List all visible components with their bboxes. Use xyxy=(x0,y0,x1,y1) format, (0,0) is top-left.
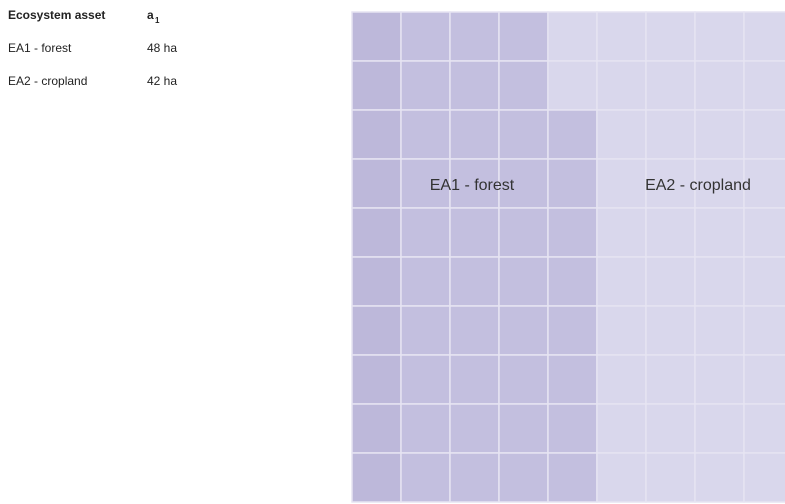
cropland-cell xyxy=(645,403,696,454)
land-grid xyxy=(351,11,785,503)
cropland-cell xyxy=(743,109,785,160)
grid-label: EA1 - forest xyxy=(430,177,515,194)
forest-cell xyxy=(547,305,598,356)
forest-cell xyxy=(351,354,402,405)
cropland-cell xyxy=(743,158,785,209)
forest-cell xyxy=(400,207,451,258)
cropland-cell xyxy=(743,11,785,62)
forest-cell xyxy=(498,452,549,503)
table-cell: 42 ha xyxy=(147,74,177,88)
forest-cell xyxy=(449,403,500,454)
forest-cell xyxy=(449,109,500,160)
cropland-cell xyxy=(694,403,745,454)
forest-cell xyxy=(498,354,549,405)
table-cell: 48 ha xyxy=(147,41,177,55)
table-header-subscript: 1 xyxy=(155,16,160,25)
forest-cell xyxy=(351,11,402,62)
cropland-cell xyxy=(743,207,785,258)
cropland-cell xyxy=(645,207,696,258)
forest-cell xyxy=(498,11,549,62)
forest-cell xyxy=(449,452,500,503)
cropland-cell xyxy=(645,452,696,503)
forest-cell xyxy=(449,305,500,356)
forest-cell xyxy=(351,452,402,503)
cropland-cell xyxy=(694,354,745,405)
cropland-cell xyxy=(596,305,647,356)
cropland-cell xyxy=(645,60,696,111)
cropland-cell xyxy=(596,256,647,307)
forest-cell xyxy=(449,354,500,405)
cropland-cell xyxy=(743,60,785,111)
forest-cell xyxy=(547,452,598,503)
cropland-cell xyxy=(596,158,647,209)
forest-cell xyxy=(400,60,451,111)
forest-cell xyxy=(400,109,451,160)
cropland-cell xyxy=(596,452,647,503)
cropland-cell xyxy=(645,256,696,307)
forest-cell xyxy=(400,256,451,307)
cropland-cell xyxy=(694,60,745,111)
forest-cell xyxy=(449,207,500,258)
forest-cell xyxy=(449,256,500,307)
cropland-cell xyxy=(743,256,785,307)
cropland-cell xyxy=(694,256,745,307)
forest-cell xyxy=(351,207,402,258)
table-cell: EA1 - forest xyxy=(8,41,72,55)
cropland-cell xyxy=(596,11,647,62)
forest-cell xyxy=(400,452,451,503)
forest-cell xyxy=(498,60,549,111)
cropland-cell xyxy=(596,403,647,454)
forest-cell xyxy=(449,11,500,62)
forest-cell xyxy=(351,109,402,160)
cropland-cell xyxy=(596,109,647,160)
forest-cell xyxy=(498,305,549,356)
forest-cell xyxy=(449,60,500,111)
forest-cell xyxy=(498,207,549,258)
forest-cell xyxy=(547,158,598,209)
cropland-cell xyxy=(694,11,745,62)
cropland-cell xyxy=(743,403,785,454)
forest-cell xyxy=(400,305,451,356)
table-header: Ecosystem asset xyxy=(8,8,105,22)
forest-cell xyxy=(400,403,451,454)
forest-cell xyxy=(547,354,598,405)
forest-cell xyxy=(400,354,451,405)
forest-cell xyxy=(547,403,598,454)
forest-cell xyxy=(400,11,451,62)
forest-cell xyxy=(400,158,451,209)
forest-cell xyxy=(498,109,549,160)
forest-cell xyxy=(449,158,500,209)
cropland-cell xyxy=(743,305,785,356)
forest-cell xyxy=(351,60,402,111)
cropland-cell xyxy=(645,109,696,160)
forest-cell xyxy=(498,403,549,454)
table-cell: EA2 - cropland xyxy=(8,74,87,88)
cropland-cell xyxy=(743,354,785,405)
cropland-cell xyxy=(645,354,696,405)
cropland-cell xyxy=(645,11,696,62)
cropland-cell xyxy=(596,60,647,111)
cropland-cell xyxy=(694,452,745,503)
forest-cell xyxy=(498,256,549,307)
cropland-cell xyxy=(596,354,647,405)
forest-cell xyxy=(547,256,598,307)
grid-label: EA2 - cropland xyxy=(645,177,751,194)
cropland-cell xyxy=(596,207,647,258)
table-header: a xyxy=(147,8,154,22)
forest-cell xyxy=(351,256,402,307)
forest-cell xyxy=(547,207,598,258)
forest-cell xyxy=(351,305,402,356)
cropland-cell xyxy=(694,207,745,258)
cropland-cell xyxy=(645,305,696,356)
cropland-cell xyxy=(694,109,745,160)
forest-cell xyxy=(547,109,598,160)
cropland-cell xyxy=(694,305,745,356)
cropland-cell xyxy=(547,11,598,62)
cropland-cell xyxy=(547,60,598,111)
cropland-cell xyxy=(743,452,785,503)
forest-cell xyxy=(351,403,402,454)
forest-cell xyxy=(351,158,402,209)
